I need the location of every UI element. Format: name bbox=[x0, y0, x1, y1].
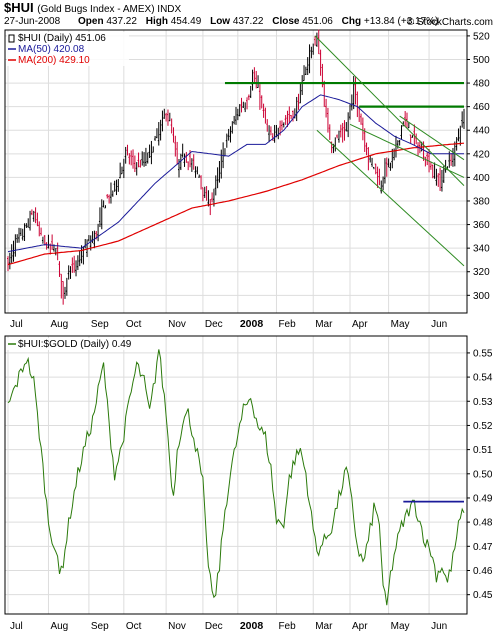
y-tick-label: 400 bbox=[473, 173, 490, 184]
x-tick-label: Jun bbox=[431, 621, 447, 632]
x-tick-label: Oct bbox=[126, 319, 142, 330]
low-label: Low bbox=[210, 16, 231, 27]
quote-summary: Open 437.22 High 454.49 Low 437.22 Close… bbox=[78, 16, 438, 27]
y-tick-label: 380 bbox=[473, 196, 490, 207]
x-tick-label: Mar bbox=[315, 621, 333, 632]
open-value: 437.22 bbox=[106, 16, 137, 27]
y-tick-label: 440 bbox=[473, 126, 490, 137]
x-tick-label: Jul bbox=[10, 319, 23, 330]
trend-line bbox=[314, 35, 465, 187]
chg-label: Chg bbox=[341, 16, 362, 27]
y-tick-label: 0.46 bbox=[473, 566, 493, 577]
legend-entry: MA(200) 429.10 bbox=[18, 55, 90, 66]
brand-logo: © StockCharts.com bbox=[406, 17, 493, 28]
y-tick-label: 0.47 bbox=[473, 542, 493, 553]
y-tick-label: 420 bbox=[473, 149, 490, 160]
low-value: 437.22 bbox=[232, 16, 264, 27]
symbol: $HUI bbox=[4, 0, 34, 15]
legend-bg bbox=[7, 338, 129, 350]
x-tick-label: May bbox=[391, 621, 410, 632]
ma50-line bbox=[7, 94, 464, 253]
trend-line bbox=[399, 115, 465, 161]
high-value: 454.49 bbox=[170, 16, 202, 27]
y-tick-label: 520 bbox=[473, 31, 490, 42]
y-tick-label: 0.54 bbox=[473, 373, 493, 384]
trend-line bbox=[316, 129, 465, 267]
x-tick-label: Sep bbox=[91, 621, 109, 632]
ratio-legend: $HUI:$GOLD (Daily) 0.49 bbox=[7, 338, 132, 350]
y-tick-label: 0.50 bbox=[473, 469, 493, 480]
x-tick-label: Feb bbox=[278, 621, 296, 632]
x-tick-label: Feb bbox=[278, 319, 296, 330]
legend-entry: $HUI (Daily) 451.06 bbox=[18, 33, 106, 44]
x-tick-label: Aug bbox=[50, 621, 68, 632]
x-tick-label: Mar bbox=[315, 319, 333, 330]
quote-date: 27-Jun-2008 bbox=[4, 16, 61, 27]
chart-title: $HUI (Gold Bugs Index - AMEX) INDX bbox=[4, 0, 181, 15]
x-tick-label: Aug bbox=[50, 319, 68, 330]
panel-frame bbox=[4, 29, 468, 314]
legend-entry: MA(50) 420.08 bbox=[18, 44, 85, 55]
y-tick-label: 500 bbox=[473, 55, 490, 66]
y-tick-label: 460 bbox=[473, 102, 490, 113]
y-tick-label: 0.49 bbox=[473, 493, 493, 504]
x-tick-label: Nov bbox=[168, 319, 186, 330]
y-tick-label: 0.45 bbox=[473, 590, 493, 601]
high-label: High bbox=[145, 16, 168, 27]
x-tick-label: Dec bbox=[205, 621, 223, 632]
y-tick-label: 0.48 bbox=[473, 518, 493, 529]
legend-bg bbox=[7, 32, 129, 66]
y-tick-label: 360 bbox=[473, 220, 490, 231]
ratio-panel: 0.45 0.46 0.47 0.48 0.49 0.50 0.51 0.52 0.53 0.54… bbox=[4, 335, 493, 632]
price-bars bbox=[7, 29, 465, 305]
legend-entry: $HUI:$GOLD (Daily) 0.49 bbox=[18, 339, 132, 350]
x-tick-label: 2008 bbox=[240, 620, 264, 632]
index-description: (Gold Bugs Index - AMEX) INDX bbox=[37, 4, 182, 15]
open-label: Open bbox=[78, 16, 104, 27]
trend-line bbox=[349, 123, 465, 178]
x-tick-label: Sep bbox=[91, 319, 109, 330]
y-tick-label: 340 bbox=[473, 244, 490, 255]
x-tick-label: Apr bbox=[352, 319, 368, 330]
y-tick-label: 0.51 bbox=[473, 445, 493, 456]
ratio-line bbox=[7, 349, 465, 606]
y-tick-label: 0.53 bbox=[473, 397, 493, 408]
y-tick-label: 0.52 bbox=[473, 421, 493, 432]
y-tick-label: 480 bbox=[473, 79, 490, 90]
y-tick-label: 300 bbox=[473, 291, 490, 302]
x-tick-label: Nov bbox=[168, 621, 186, 632]
close-label: Close bbox=[272, 16, 300, 27]
ma200-line bbox=[7, 142, 465, 266]
gridlines bbox=[5, 336, 467, 614]
x-tick-label: 2008 bbox=[240, 318, 264, 330]
close-value: 451.06 bbox=[302, 16, 333, 27]
gridlines bbox=[5, 30, 467, 313]
x-tick-label: Oct bbox=[126, 621, 142, 632]
price-panel: 300 320 340 360 380 400 420 440 460 480 500 520 Jul A… bbox=[4, 29, 490, 330]
y-tick-label: 320 bbox=[473, 267, 490, 278]
legend-swatch bbox=[8, 34, 15, 43]
chg-value: +13.84 (+3.17%) bbox=[363, 16, 439, 27]
panel-frame bbox=[4, 335, 468, 615]
x-tick-label: Jul bbox=[10, 621, 23, 632]
x-tick-label: Apr bbox=[352, 621, 368, 632]
x-tick-label: Jun bbox=[431, 319, 447, 330]
x-tick-label: May bbox=[391, 319, 410, 330]
x-tick-label: Dec bbox=[205, 319, 223, 330]
y-tick-label: 0.55 bbox=[473, 348, 493, 359]
